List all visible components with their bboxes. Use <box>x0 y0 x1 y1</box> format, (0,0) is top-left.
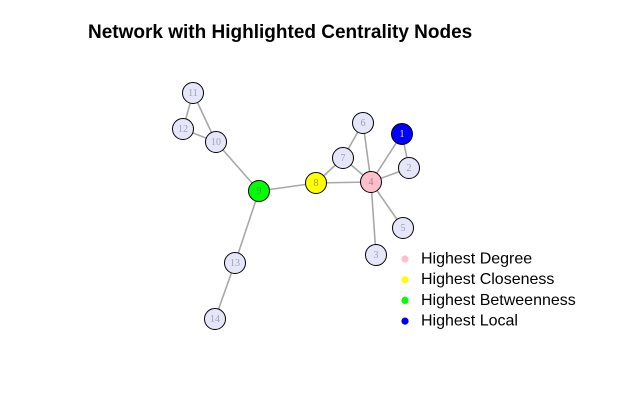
node-label-6: 6 <box>361 118 366 129</box>
node-circle-10 <box>205 131 227 153</box>
node-circle-3 <box>365 244 387 266</box>
node-circle-13 <box>224 252 246 274</box>
legend-label-local: Highest Local <box>421 313 518 330</box>
node-label-7: 7 <box>341 153 346 164</box>
node-10: 10 <box>205 131 227 153</box>
node-5: 5 <box>392 217 414 239</box>
node-14: 14 <box>204 308 226 330</box>
node-circle-7 <box>332 147 354 169</box>
edge-9-13 <box>234 190 260 264</box>
edges-layer <box>182 92 410 320</box>
chart-title: Network with Highlighted Centrality Node… <box>88 22 472 43</box>
node-label-13: 13 <box>230 258 240 269</box>
legend-label-degree: Highest Degree <box>421 251 532 268</box>
legend-marker-local <box>401 317 409 325</box>
node-label-4: 4 <box>369 177 374 188</box>
node-label-3: 3 <box>374 250 379 261</box>
node-label-5: 5 <box>401 223 406 234</box>
node-7: 7 <box>332 147 354 169</box>
node-label-2: 2 <box>407 163 412 174</box>
node-circle-14 <box>204 308 226 330</box>
node-8: 8 <box>305 172 327 194</box>
node-6: 6 <box>352 112 374 134</box>
node-1: 1 <box>391 123 413 145</box>
node-circle-9 <box>248 180 270 202</box>
node-label-11: 11 <box>188 88 198 99</box>
node-label-10: 10 <box>211 137 221 148</box>
legend-marker-closeness <box>401 276 409 284</box>
node-label-1: 1 <box>400 129 405 140</box>
node-3: 3 <box>365 244 387 266</box>
node-circle-8 <box>305 172 327 194</box>
node-11: 11 <box>182 82 204 104</box>
node-label-8: 8 <box>314 178 319 189</box>
node-2: 2 <box>398 157 420 179</box>
node-label-14: 14 <box>210 314 220 325</box>
node-circle-6 <box>352 112 374 134</box>
node-circle-2 <box>398 157 420 179</box>
node-label-12: 12 <box>178 124 188 135</box>
legend-label-closeness: Highest Closeness <box>421 271 554 288</box>
legend-marker-degree <box>401 255 409 263</box>
legend-label-betweenness: Highest Betweenness <box>421 292 576 309</box>
node-circle-5 <box>392 217 414 239</box>
node-13: 13 <box>224 252 246 274</box>
node-circle-4 <box>360 171 382 193</box>
edge-4-3 <box>370 181 377 256</box>
node-circle-1 <box>391 123 413 145</box>
legend: Highest Degree Highest Closeness Highest B… <box>401 251 576 330</box>
node-9: 9 <box>248 180 270 202</box>
node-12: 12 <box>172 118 194 140</box>
node-circle-12 <box>172 118 194 140</box>
node-4: 4 <box>360 171 382 193</box>
node-circle-11 <box>182 82 204 104</box>
legend-marker-betweenness <box>401 296 409 304</box>
node-label-9: 9 <box>257 186 262 197</box>
